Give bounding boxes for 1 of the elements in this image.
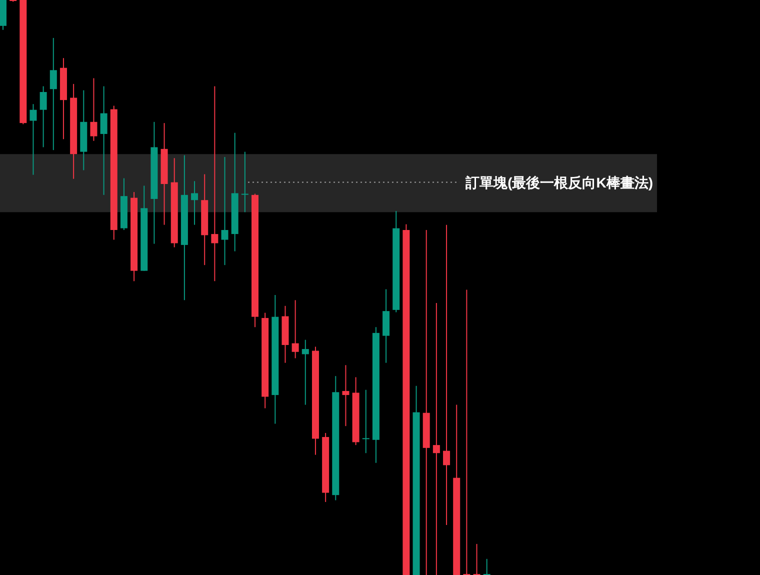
ref-line-label: 訂單塊(最後一根反向K棒畫法): [464, 174, 653, 190]
